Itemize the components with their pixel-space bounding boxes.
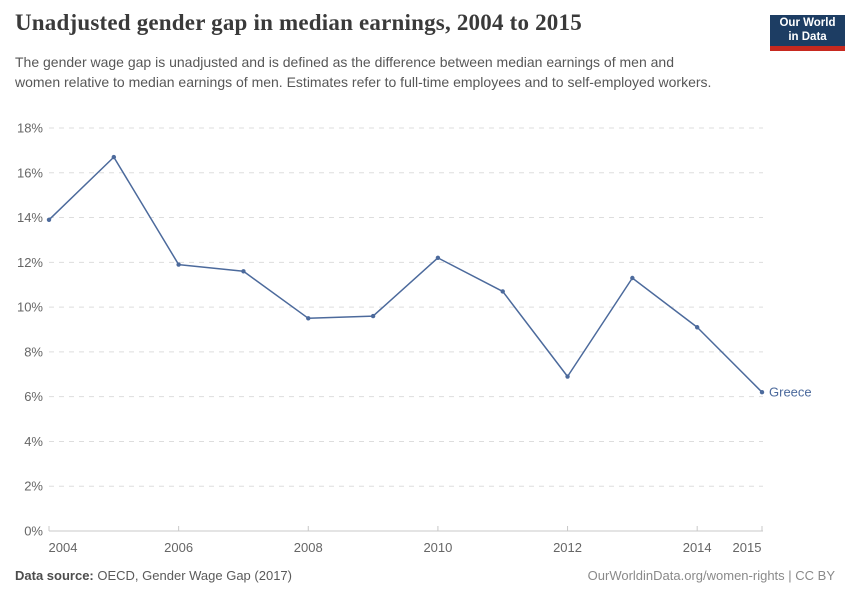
data-point — [370, 313, 376, 319]
data-point — [111, 154, 117, 160]
data-point — [241, 269, 246, 274]
data-point — [565, 374, 570, 379]
y-tick-label: 2% — [24, 479, 43, 494]
y-tick-label: 4% — [24, 434, 43, 449]
x-tick-label: 2010 — [423, 540, 452, 555]
owid-logo-line2: in Data — [788, 30, 827, 43]
x-tick-label: 2008 — [294, 540, 323, 555]
owid-logo[interactable]: Our World in Data — [770, 15, 845, 51]
y-tick-label: 18% — [17, 121, 43, 136]
data-line — [48, 156, 763, 393]
y-tick-label: 14% — [17, 210, 43, 225]
owid-logo-line1: Our World — [779, 17, 836, 29]
data-point — [176, 262, 181, 267]
data-source: Data source: OECD, Gender Wage Gap (2017… — [15, 568, 292, 583]
y-tick-label: 8% — [24, 344, 43, 359]
data-source-label: Data source: — [15, 568, 94, 583]
data-point — [630, 275, 635, 281]
data-point — [500, 289, 505, 294]
x-tick-label: 2006 — [164, 540, 193, 555]
x-tick-label: 2015 — [733, 540, 762, 555]
y-tick-label: 10% — [17, 300, 43, 315]
data-point — [435, 255, 441, 261]
y-tick-label: 12% — [17, 255, 43, 270]
x-tick-label: 2012 — [553, 540, 582, 555]
chart-footer: Data source: OECD, Gender Wage Gap (2017… — [15, 568, 835, 583]
credit-link: OurWorldinData.org/women-rights | CC BY — [587, 568, 835, 583]
data-point — [694, 325, 700, 330]
owid-logo-text: Our World in Data — [770, 15, 845, 46]
chart-subtitle: The gender wage gap is unadjusted and is… — [15, 54, 712, 91]
data-source-text: OECD, Gender Wage Gap (2017) — [97, 568, 292, 583]
y-tick-label: 6% — [24, 389, 43, 404]
x-tick-label: 2014 — [683, 540, 712, 555]
data-point — [46, 217, 52, 222]
y-tick-label: 0% — [24, 524, 43, 539]
data-point — [306, 316, 311, 321]
data-point — [759, 389, 765, 395]
owid-logo-stripe — [770, 46, 845, 51]
series-end-label: Greece — [769, 385, 812, 400]
y-tick-label: 16% — [17, 165, 43, 180]
chart-title: Unadjusted gender gap in median earnings… — [15, 10, 582, 35]
x-tick-label: 2004 — [49, 540, 78, 555]
